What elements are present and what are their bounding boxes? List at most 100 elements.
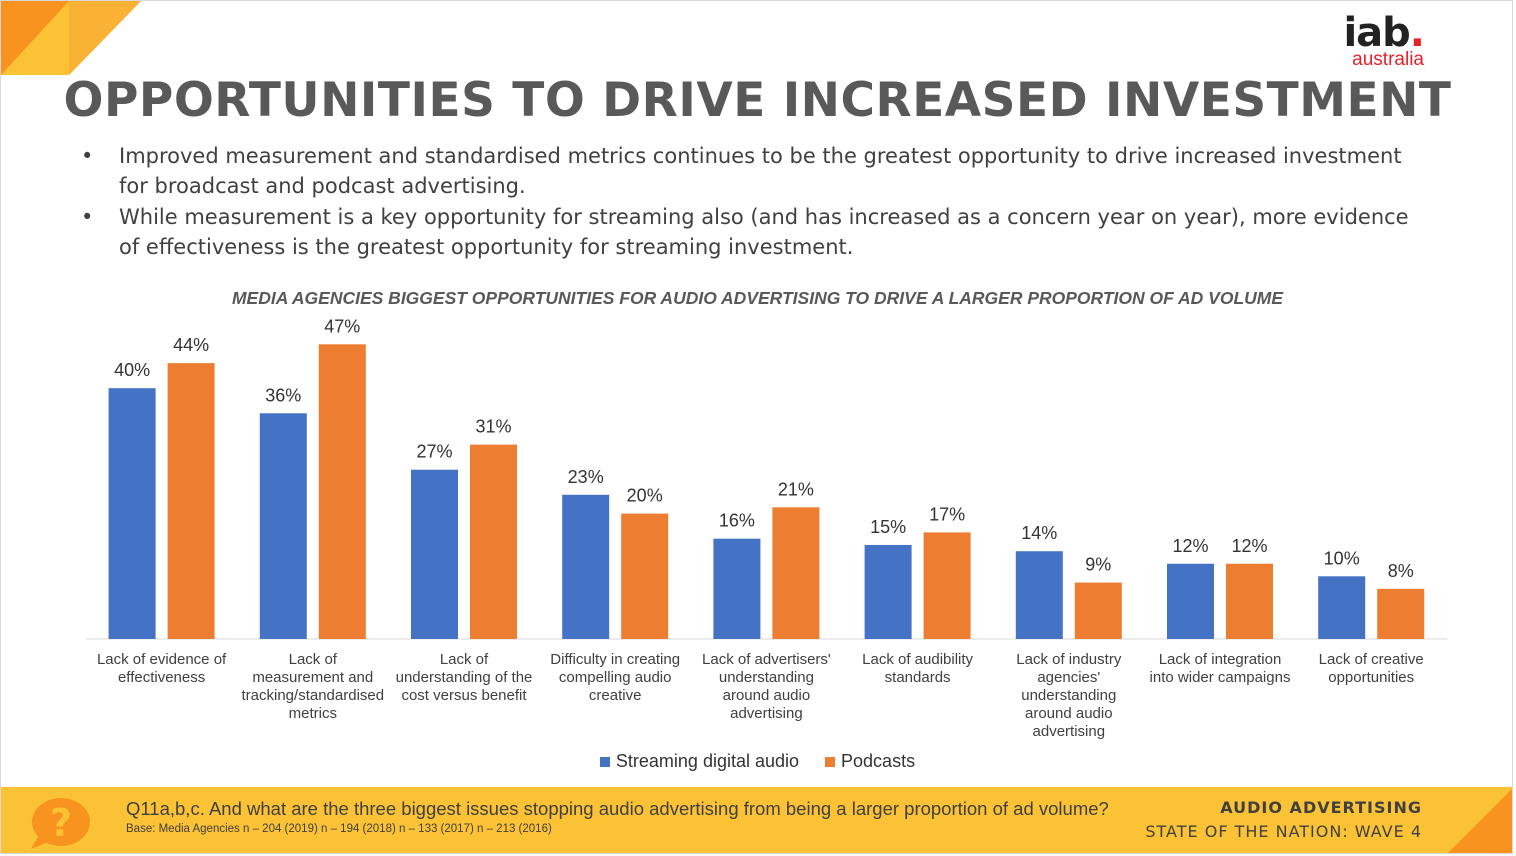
category-label: Lack of audibility standards [862,651,973,686]
bar-podcasts [470,444,517,639]
data-label: 17% [929,504,965,524]
legend-item-streaming: Streaming digital audio [599,751,800,772]
footer-question: Q11a,b,c. And what are the three biggest… [126,798,1109,819]
bar-streaming [259,413,307,639]
legend-item-podcasts: Podcasts [825,751,915,772]
category-label-line: metrics [289,705,337,722]
footer-brand-title: AUDIO ADVERTISING [1220,798,1422,817]
question-bubble-icon: ? [31,798,90,849]
logo-dot: . [1409,10,1425,56]
category-label-line: understanding of the [396,669,533,686]
category-label-line: agencies' [1037,669,1100,686]
slide-title: OPPORTUNITIES TO DRIVE INCREASED INVESTM… [63,73,1452,128]
bar-streaming [108,388,156,639]
bullet-item: • While measurement is a key opportunity … [81,202,1411,262]
bullet-text: Improved measurement and standardised me… [119,144,1402,198]
category-label: Lack of creative opportunities [1319,651,1424,686]
category-label-line: Difficulty in creating [550,651,680,668]
data-label: 14% [1021,523,1057,543]
chart-legend: Streaming digital audio Podcasts [1,751,1512,772]
data-label: 20% [627,486,663,506]
bar-streaming [411,469,458,639]
category-label-line: creative [589,687,642,704]
category-label-line: Lack of creative [1319,651,1424,668]
category-label-line: opportunities [1328,669,1414,686]
category-label: Lack of advertisers' understanding around … [702,651,831,722]
category-label-line: measurement and [252,669,373,686]
bar-streaming [864,544,912,639]
bar-streaming [1015,551,1063,639]
bar-podcasts [1074,582,1122,639]
iab-australia-logo: iab. australia [1343,10,1425,70]
category-label-line: into wider campaigns [1150,669,1291,686]
bar-streaming [562,494,610,639]
category-label-line: around audio [723,687,811,704]
footer-bar: ? Q11a,b,c. And what are the three bigge… [1,787,1512,853]
legend-label-streaming: Streaming digital audio [615,751,800,771]
category-label-line: Lack of industry [1016,651,1122,668]
legend-label-podcasts: Podcasts [841,751,916,771]
category-label-line: advertising [730,705,803,722]
bar-podcasts [772,507,820,639]
bar-podcasts [1377,588,1425,639]
bar-podcasts [167,363,215,639]
category-label-line: Lack of integration [1159,651,1282,668]
data-label: 31% [475,417,511,437]
data-label: 21% [778,479,814,499]
legend-swatch-podcasts [825,756,836,767]
bar-podcasts [318,344,366,639]
category-label-line: cost versus benefit [401,687,527,704]
category-label: Difficulty in creating compelling audio cr… [550,651,680,704]
category-label-line: understanding [719,669,814,686]
corner-accent-bottom-right [1448,789,1512,853]
category-label-line: understanding [1021,687,1116,704]
category-label-line: Lack of [289,651,338,668]
bar-chart: 40% 44% Lack of evidence of effectiveness 36… [86,316,1447,740]
category-label-line: advertising [1033,723,1106,740]
corner-accent-top-left [1,1,141,75]
data-label: 10% [1324,548,1360,568]
data-label: 9% [1085,555,1111,575]
data-label: 23% [568,467,604,487]
category-label: Lack of measurement and tracking/standardi… [242,651,385,722]
chart-title: MEDIA AGENCIES BIGGEST OPPORTUNITIES FOR… [231,288,1284,308]
legend-swatch-streaming [599,756,610,767]
footer-brand-subtitle: STATE OF THE NATION: WAVE 4 [1145,822,1422,841]
data-label: 8% [1388,561,1414,581]
category-label-line: Lack of audibility [862,651,973,668]
data-label: 47% [324,316,360,336]
bar-streaming [713,538,761,639]
category-label-line: tracking/standardised [242,687,385,704]
bar-streaming [1167,563,1214,639]
bullet-marker: • [81,144,94,168]
category-label-line: Lack of evidence of [97,651,227,668]
data-label: 40% [114,360,150,380]
data-label: 44% [173,335,209,355]
data-label: 36% [265,385,301,405]
bullet-item: • Improved measurement and standardised m… [81,141,1411,201]
category-label-line: Lack of [440,651,489,668]
data-label: 12% [1172,536,1208,556]
category-label: Lack of understanding of the cost versus b… [396,651,533,704]
category-label: Lack of industry agencies' understanding ar… [1016,651,1122,740]
data-label: 27% [416,442,452,462]
logo-sub-text: australia [1352,49,1424,70]
category-label-line: effectiveness [118,669,205,686]
footer-base-note: Base: Media Agencies n – 204 (2019) n – … [126,823,552,835]
question-glyph: ? [50,801,72,845]
bullet-list: • Improved measurement and standardised m… [81,141,1411,263]
bar-podcasts [621,513,669,639]
data-label: 15% [870,517,906,537]
category-label-line: compelling audio [559,669,672,686]
category-label-line: around audio [1025,705,1113,722]
category-label-line: Lack of advertisers' [702,651,831,668]
data-label: 16% [719,511,755,531]
category-label: Lack of integration into wider campaigns [1150,651,1291,686]
bar-streaming [1318,576,1366,639]
logo-iab-text: iab [1343,10,1410,56]
category-label: Lack of evidence of effectiveness [97,651,227,686]
bullet-marker: • [81,205,94,229]
category-label-line: standards [885,669,951,686]
bar-podcasts [923,532,971,639]
